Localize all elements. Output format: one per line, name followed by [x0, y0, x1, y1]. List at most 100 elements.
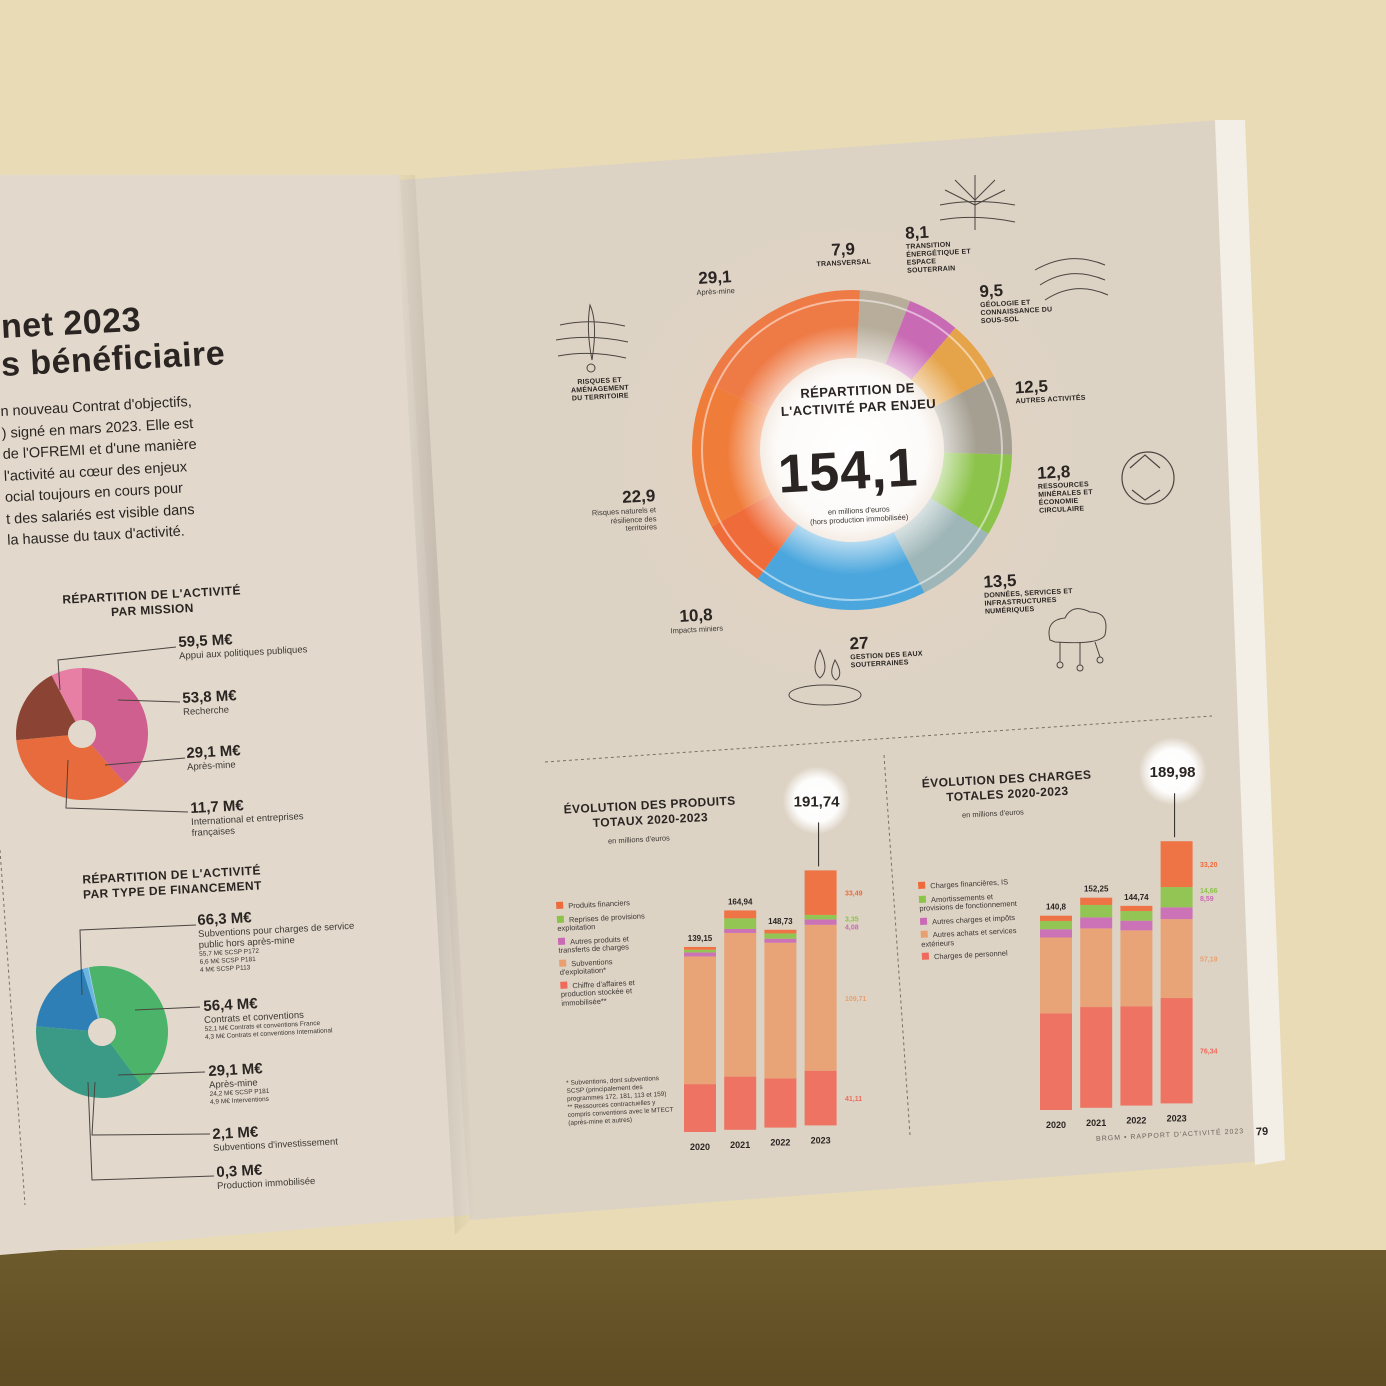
- side-value-label: 33,49: [845, 891, 863, 898]
- leader-line: [134, 1006, 201, 1011]
- bar-segment: [1040, 915, 1072, 921]
- leader-lines: [57, 646, 215, 1181]
- donut-ring: [701, 299, 1003, 601]
- segment-name: RESSOURCES MINÉRALES ET ÉCONOMIE CIRCULA…: [1037, 481, 1093, 515]
- side-value-label: 41,11: [845, 1096, 862, 1103]
- pie-slice: [16, 735, 126, 800]
- year-tick-label: 2021: [730, 1140, 750, 1150]
- pie-slice: [16, 675, 76, 741]
- legend-swatch: [556, 915, 565, 923]
- bar-segment: [684, 1084, 716, 1132]
- year-tick-label: 2023: [1167, 1113, 1187, 1123]
- bar-total-label: 164,94: [728, 897, 753, 906]
- segment-name: GÉOLOGIE ET CONNAISSANCE DU SOUS-SOL: [979, 299, 1053, 326]
- legend-text: Reprises de provisions exploitation: [557, 910, 645, 933]
- bar-segment: [764, 1078, 797, 1128]
- risk-icon: [555, 303, 629, 373]
- donut-center: [727, 325, 977, 575]
- bar-segment: [1160, 919, 1193, 999]
- bar-segment: [1160, 841, 1193, 888]
- bar-segment: [1120, 905, 1153, 912]
- bar-segment: [1160, 907, 1193, 920]
- segment-label: 8,1 TRANSITION ÉNERGÉTIQUE ET ESPACE SOU…: [905, 220, 978, 276]
- side-value-label: 76,34: [1200, 1049, 1218, 1056]
- bar-segment: [724, 918, 757, 929]
- pie-financement: [35, 966, 168, 1098]
- bar-segment: [1120, 920, 1153, 931]
- produits-notes: * Subventions, dont subventions SCSP (pr…: [566, 1074, 678, 1128]
- segment-label: 13,5 DONNÉES, SERVICES ET INFRASTRUCTURE…: [983, 567, 1085, 616]
- bar-segment: [684, 956, 716, 1085]
- legend-text: Autres produits et transferts de charges: [558, 933, 630, 955]
- legend-swatch: [918, 895, 927, 903]
- leader-line: [65, 759, 189, 813]
- year-tick-label: 2022: [1126, 1116, 1146, 1126]
- segment-label: 22,9 Risques naturels et résilience des …: [585, 486, 657, 535]
- bar-segment: [1120, 911, 1153, 921]
- leader-line: [87, 1081, 215, 1181]
- legend-text: Autres charges et impôts: [931, 912, 1016, 926]
- bar-total-label: 144,74: [1124, 893, 1149, 902]
- highlight-total: 189,98: [1150, 764, 1196, 781]
- bar-segment: [1040, 1013, 1072, 1110]
- bar-segment: [804, 924, 837, 1071]
- legend-item: Chiffre d'affaires et production stockée…: [560, 976, 661, 1008]
- segment-label: 9,5 GÉOLOGIE ET CONNAISSANCE DU SOUS-SOL: [979, 278, 1061, 326]
- dashed-separator: [0, 849, 26, 1206]
- legend-item: Autres charges et impôts: [919, 912, 1020, 927]
- segment-label: 27 GESTION DES EAUX SOUTERRAINES: [849, 630, 941, 671]
- bar-segment: [1040, 929, 1072, 938]
- leader-line: [91, 1081, 211, 1136]
- segment-label: 7,9 TRANSVERSAL: [815, 239, 871, 270]
- highlight-bubble: [782, 766, 851, 835]
- segment-name: Risques naturels et résilience des terri…: [591, 505, 658, 533]
- charges-legend: Charges financières, IS Amortissements e…: [918, 877, 1022, 967]
- legend-swatch: [560, 981, 568, 989]
- bar-total-label: 148,73: [768, 917, 793, 926]
- energy-icon: [939, 175, 1016, 230]
- legend-swatch: [557, 937, 566, 945]
- bar-segment: [1080, 897, 1113, 905]
- year-tick-label: 2020: [1046, 1120, 1066, 1130]
- side-value-label: 8,59: [1200, 896, 1214, 903]
- bar-total-label: 140,8: [1046, 903, 1067, 912]
- dashed-separator: [544, 715, 1213, 763]
- bar-segment: [724, 1076, 757, 1130]
- bar-segment: [684, 949, 716, 953]
- side-value-label: 33,20: [1200, 862, 1218, 869]
- bar-segment: [1120, 930, 1153, 1007]
- year-tick-label: 2023: [811, 1135, 831, 1145]
- side-value-label: 109,71: [845, 996, 867, 1003]
- legend-item: Amortissements et provisions de fonction…: [918, 890, 1020, 913]
- segment-label: RISQUES ET AMÉNAGEMENT DU TERRITOIRE: [564, 376, 635, 404]
- leader-line: [117, 1071, 206, 1076]
- bar-segment: [764, 938, 797, 943]
- bar-segment: [724, 910, 757, 919]
- legend-text: Charges de personnel: [933, 948, 1008, 962]
- segment-name: RISQUES ET AMÉNAGEMENT DU TERRITOIRE: [570, 376, 630, 403]
- bar-segment: [1040, 937, 1072, 1014]
- produits-legend: Produits financiers Reprises de provisio…: [556, 897, 662, 1012]
- legend-item: Autres produits et transferts de charges: [557, 932, 659, 955]
- bar-segment: [684, 952, 716, 957]
- side-value-label: 14,66: [1200, 888, 1218, 895]
- geology-icon: [1034, 258, 1109, 301]
- leader-line: [104, 757, 186, 766]
- recycle-icon: [1121, 451, 1175, 505]
- segment-name: TRANSITION ÉNERGÉTIQUE ET ESPACE SOUTERR…: [905, 241, 972, 275]
- segment-label: 12,5 AUTRES ACTIVITÉS: [1014, 374, 1105, 407]
- pie-slice: [88, 966, 168, 1085]
- legend-item: Autres achats et services extérieurs: [920, 926, 1022, 949]
- bar-segment: [764, 942, 797, 1079]
- legend-text: Subventions d'exploitation*: [559, 956, 613, 977]
- highlight-total: 191,74: [794, 793, 841, 810]
- table-shadow: [0, 1250, 1386, 1386]
- pie-slice: [36, 968, 98, 1031]
- legend-swatch: [919, 917, 928, 925]
- bar-chart-produits: 139,15 2020 164,94 2021 148,73 2022 2023 191,74…: [684, 766, 867, 1152]
- page-number: 79: [1255, 1125, 1269, 1139]
- bar-segment: [764, 933, 797, 939]
- legend-text: Produits financiers: [567, 898, 631, 911]
